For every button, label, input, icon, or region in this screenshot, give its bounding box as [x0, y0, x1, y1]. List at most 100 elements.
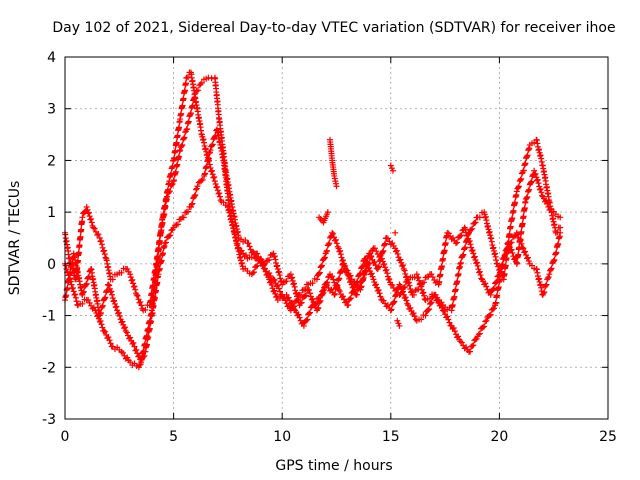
data-point-interp [351, 287, 358, 294]
data-point-interp [487, 311, 494, 318]
data-point-interp [473, 259, 480, 266]
data-point-interp [304, 316, 311, 323]
data-point-interp [516, 244, 523, 251]
data-point-interp [440, 255, 447, 262]
data-point-interp [97, 318, 104, 325]
data-point-interp [272, 256, 279, 263]
data-point-interp [288, 299, 295, 306]
data-point-interp [482, 280, 489, 287]
data-point [161, 240, 168, 247]
data-point-interp [97, 238, 104, 245]
data-point-interp [303, 317, 310, 324]
y-tick-label: 3 [47, 102, 56, 118]
data-point-interp [371, 259, 378, 266]
data-point-interp [397, 256, 404, 263]
data-point-interp [520, 167, 527, 174]
data-point-interp [185, 208, 192, 215]
data-point [522, 198, 529, 205]
data-point-interp [330, 230, 337, 237]
y-tick-label: 2 [47, 153, 56, 169]
data-point-interp [501, 254, 508, 261]
data-point [546, 271, 553, 278]
data-point-interp [397, 283, 404, 290]
data-point-interp [336, 275, 343, 282]
data-point-interp [252, 254, 259, 261]
data-point [127, 271, 134, 278]
data-point-interp [551, 256, 558, 263]
data-point-interp [208, 142, 215, 149]
data-point-interp [319, 290, 326, 297]
data-point-interp [495, 284, 502, 291]
data-point-interp [524, 193, 531, 200]
data-point-interp [391, 298, 398, 305]
data-point-interp [521, 205, 528, 212]
data-point-interp [288, 275, 295, 282]
data-point-interp [457, 259, 464, 266]
data-point-interp [174, 161, 181, 168]
data-point-interp [100, 248, 107, 255]
data-point-interp [393, 291, 400, 298]
data-point-interp [491, 285, 498, 292]
data-point-interp [403, 297, 410, 304]
data-point [505, 240, 512, 247]
data-point-interp [66, 276, 73, 283]
data-point-interp [472, 219, 479, 226]
data-point-interp [353, 291, 360, 298]
data-point [513, 188, 520, 195]
data-point-interp [180, 214, 187, 221]
data-point-interp [178, 143, 185, 150]
data-point-interp [307, 309, 314, 316]
data-point-interp [254, 262, 261, 269]
data-point [127, 359, 134, 366]
data-point-interp [345, 301, 352, 308]
data-point-interp [297, 300, 304, 307]
data-point-interp [336, 288, 343, 295]
data-point-interp [469, 225, 476, 232]
x-axis-label: GPS time / hours [275, 458, 392, 474]
data-point-interp [492, 299, 499, 306]
data-point-interp [182, 80, 189, 87]
data-point-interp [452, 286, 459, 293]
data-point-interp [161, 211, 168, 218]
data-point-interp [540, 290, 547, 297]
data-point-interp [545, 274, 552, 281]
data-point-interp [245, 240, 252, 247]
data-point-interp [106, 282, 113, 289]
data-point-interp [548, 265, 555, 272]
data-point-interp [399, 288, 406, 295]
data-point-interp [505, 241, 512, 248]
data-point-interp [492, 279, 499, 286]
data-point-interp [102, 254, 109, 261]
data-point-interp [333, 240, 340, 247]
data-point-interp [95, 231, 102, 238]
data-point-interp [438, 263, 445, 270]
data-point-interp [159, 219, 166, 226]
data-point [101, 328, 108, 335]
data-point-interp [134, 292, 141, 299]
data-point-interp [375, 264, 382, 271]
data-point-interp [155, 253, 162, 260]
data-point-interp [72, 291, 79, 298]
data-point-interp [69, 285, 76, 292]
data-point-interp [362, 267, 369, 274]
data-point-interp [188, 201, 195, 208]
data-point [207, 147, 214, 154]
data-point-interp [169, 180, 176, 187]
data-point-interp [401, 267, 408, 274]
data-point-interp [518, 175, 525, 182]
data-point-interp [475, 331, 482, 338]
data-point-interp [403, 273, 410, 280]
x-tick-label: 0 [61, 429, 70, 445]
data-point-interp [306, 286, 313, 293]
data-point-interp [534, 176, 541, 183]
data-point-interp [160, 250, 167, 257]
data-point-interp [72, 294, 79, 301]
data-point [439, 307, 446, 314]
data-point-interp [347, 272, 354, 279]
data-point-interp [415, 274, 422, 281]
data-point-interp [316, 270, 323, 277]
data-point-interp [216, 190, 223, 197]
data-point-interp [436, 278, 443, 285]
data-point-interp [544, 275, 551, 282]
data-point-interp [97, 310, 104, 317]
